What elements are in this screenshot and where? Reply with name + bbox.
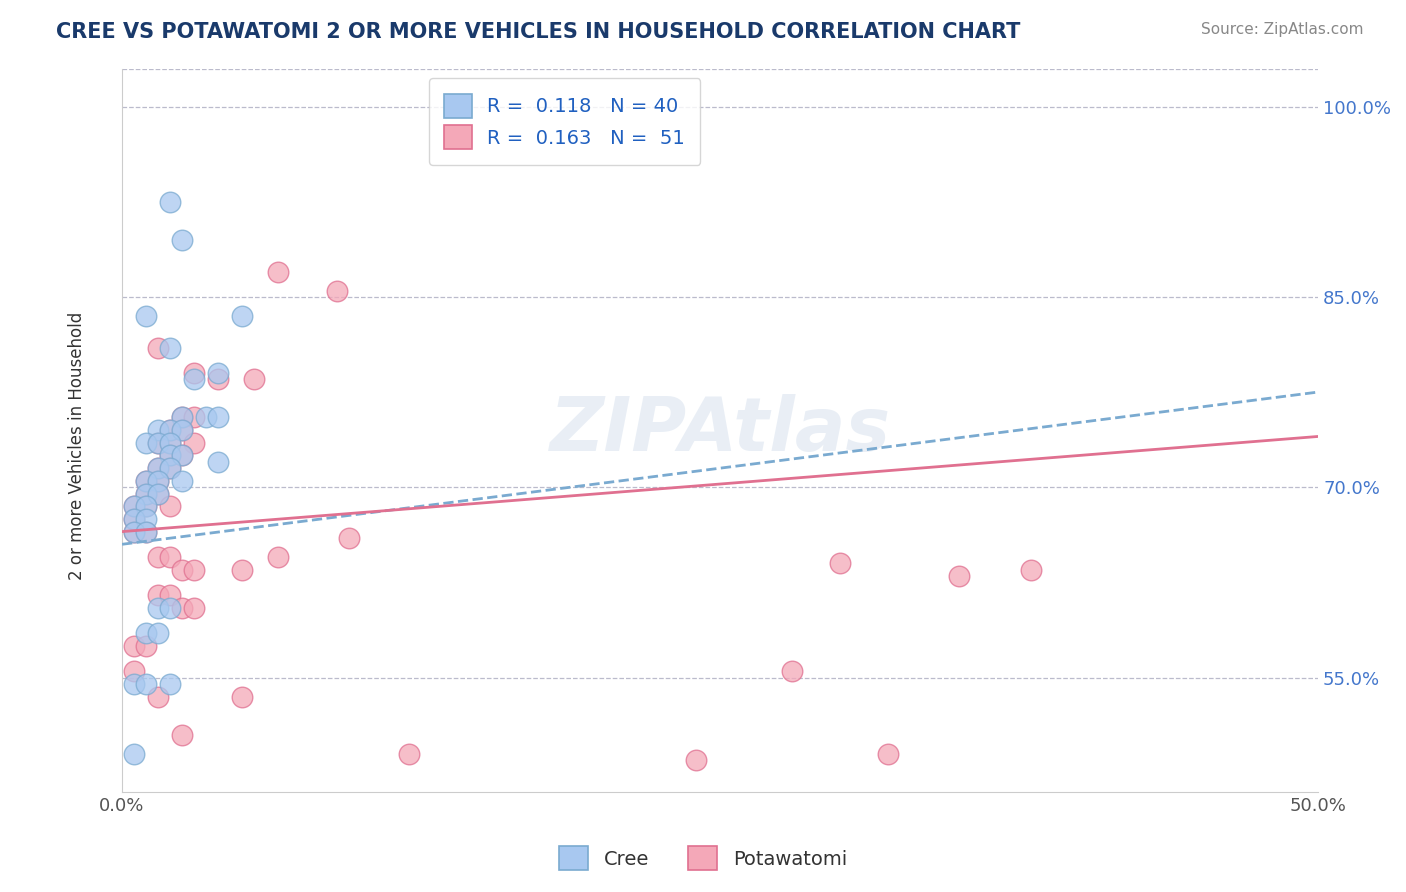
Point	[170, 728, 193, 742]
Point	[266, 264, 288, 278]
Point	[207, 410, 229, 425]
Point	[135, 500, 157, 514]
Point	[146, 435, 169, 450]
Point	[135, 486, 157, 500]
Point	[146, 461, 169, 475]
Point	[146, 474, 169, 488]
Point	[159, 461, 181, 475]
Point	[183, 410, 205, 425]
Point	[170, 423, 193, 437]
Point	[231, 690, 253, 704]
Point	[876, 747, 898, 761]
Point	[146, 461, 169, 475]
Point	[170, 410, 193, 425]
Point	[194, 410, 217, 425]
Point	[159, 549, 181, 564]
Point	[159, 600, 181, 615]
Point	[1019, 563, 1042, 577]
Point	[135, 500, 157, 514]
Point	[122, 639, 145, 653]
Point	[828, 557, 851, 571]
Point	[135, 474, 157, 488]
Point	[135, 639, 157, 653]
Point	[337, 531, 360, 545]
Point	[159, 423, 181, 437]
Legend: Cree, Potawatomi: Cree, Potawatomi	[551, 838, 855, 878]
Point	[231, 563, 253, 577]
Point	[170, 474, 193, 488]
Point	[135, 677, 157, 691]
Point	[183, 600, 205, 615]
Point	[122, 512, 145, 526]
Point	[159, 341, 181, 355]
Point	[207, 366, 229, 380]
Point	[146, 588, 169, 602]
Point	[159, 588, 181, 602]
Point	[170, 233, 193, 247]
Point	[170, 410, 193, 425]
Point	[207, 455, 229, 469]
Point	[183, 563, 205, 577]
Point	[146, 341, 169, 355]
Text: 2 or more Vehicles in Household: 2 or more Vehicles in Household	[69, 312, 86, 580]
Point	[146, 486, 169, 500]
Point	[122, 512, 145, 526]
Point	[135, 512, 157, 526]
Point	[170, 449, 193, 463]
Point	[146, 486, 169, 500]
Point	[135, 309, 157, 323]
Point	[231, 309, 253, 323]
Point	[146, 435, 169, 450]
Point	[326, 284, 349, 298]
Point	[159, 449, 181, 463]
Point	[183, 435, 205, 450]
Point	[135, 474, 157, 488]
Point	[159, 435, 181, 450]
Point	[242, 372, 264, 386]
Point	[170, 423, 193, 437]
Point	[685, 753, 707, 767]
Point	[207, 372, 229, 386]
Point	[183, 366, 205, 380]
Point	[146, 474, 169, 488]
Point	[170, 449, 193, 463]
Point	[135, 486, 157, 500]
Point	[122, 524, 145, 539]
Point	[159, 423, 181, 437]
Point	[146, 549, 169, 564]
Point	[135, 435, 157, 450]
Point	[948, 569, 970, 583]
Legend: R =  0.118   N = 40, R =  0.163   N =  51: R = 0.118 N = 40, R = 0.163 N = 51	[429, 78, 700, 165]
Point	[146, 626, 169, 640]
Point	[122, 500, 145, 514]
Point	[780, 664, 803, 678]
Point	[135, 626, 157, 640]
Point	[398, 747, 420, 761]
Point	[170, 563, 193, 577]
Point	[159, 461, 181, 475]
Point	[159, 449, 181, 463]
Point	[122, 524, 145, 539]
Point	[159, 194, 181, 209]
Text: ZIPAtlas: ZIPAtlas	[550, 393, 890, 467]
Point	[183, 372, 205, 386]
Point	[135, 524, 157, 539]
Point	[159, 677, 181, 691]
Point	[159, 500, 181, 514]
Point	[146, 423, 169, 437]
Point	[266, 549, 288, 564]
Point	[122, 747, 145, 761]
Point	[170, 600, 193, 615]
Point	[122, 664, 145, 678]
Point	[146, 690, 169, 704]
Point	[122, 677, 145, 691]
Point	[159, 435, 181, 450]
Point	[135, 524, 157, 539]
Point	[146, 600, 169, 615]
Point	[122, 500, 145, 514]
Text: CREE VS POTAWATOMI 2 OR MORE VEHICLES IN HOUSEHOLD CORRELATION CHART: CREE VS POTAWATOMI 2 OR MORE VEHICLES IN…	[56, 22, 1021, 42]
Text: Source: ZipAtlas.com: Source: ZipAtlas.com	[1201, 22, 1364, 37]
